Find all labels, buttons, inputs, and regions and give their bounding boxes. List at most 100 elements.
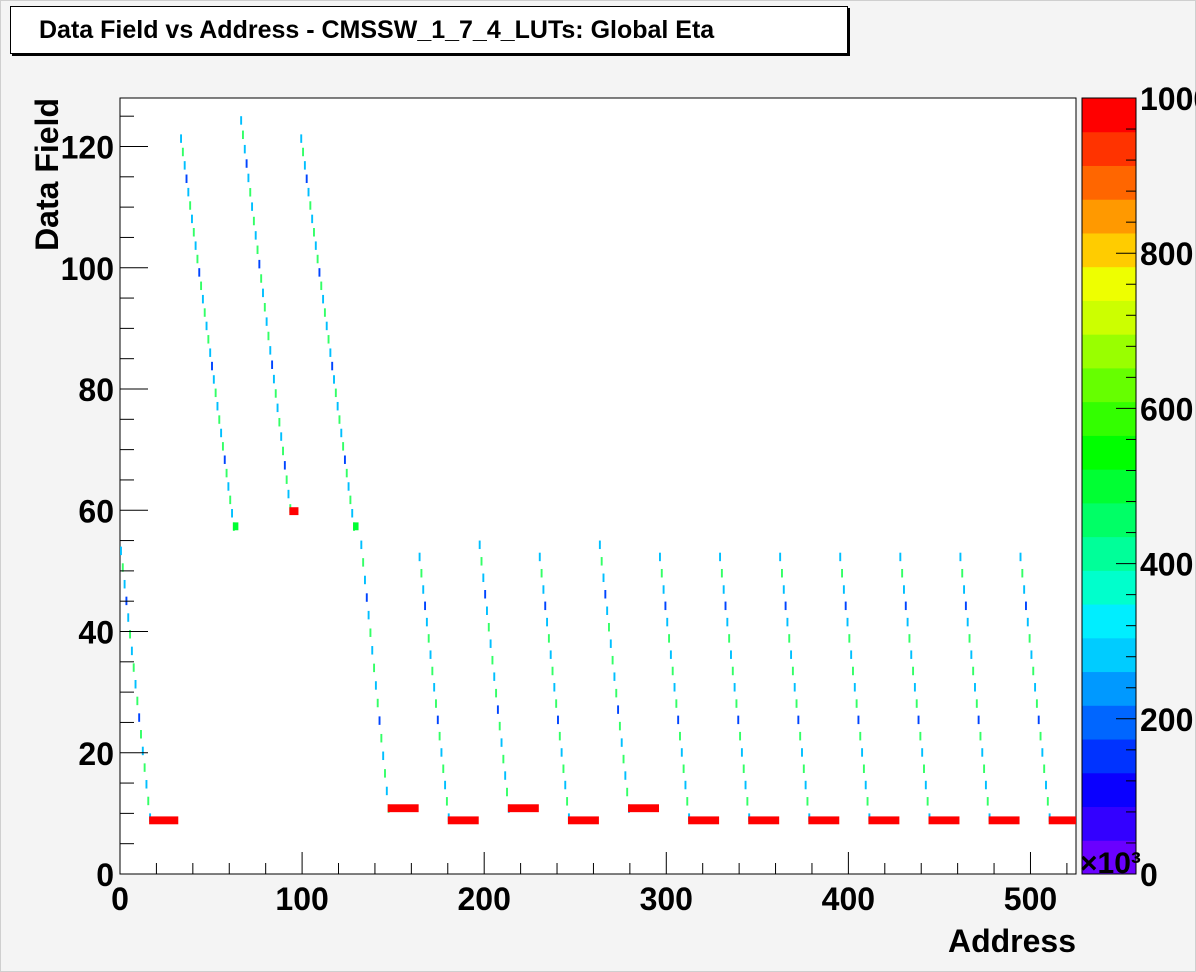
heatmap-cell: [305, 174, 308, 184]
heatmap-cell: [1034, 683, 1037, 692]
heatmap-cell: [862, 764, 865, 773]
heatmap-cell: [132, 663, 135, 672]
heatmap-cell: [679, 731, 681, 741]
heatmap-cell: [984, 780, 987, 790]
heatmap-cell: [309, 201, 312, 210]
heatmap-cell: [136, 696, 139, 706]
heatmap-cell: [542, 585, 545, 594]
heatmap-cell: [302, 147, 305, 157]
heatmap-cell: [209, 348, 212, 357]
heatmap-cell: [500, 738, 503, 747]
heatmap-cell: [804, 780, 807, 790]
heatmap-tail-cell: [567, 816, 599, 825]
heatmap-cell: [323, 308, 326, 317]
heatmap-cell: [609, 639, 612, 648]
heatmap-cell: [742, 764, 745, 773]
heatmap-cell: [256, 245, 259, 255]
color-palette: 0 200 400 600 800 1000: [1081, 81, 1196, 893]
heatmap-cell: [675, 699, 678, 708]
heatmap-cell: [549, 650, 552, 659]
heatmap-cell: [1023, 585, 1026, 594]
y-tick-label: 0: [96, 857, 114, 893]
heatmap-cell: [624, 771, 627, 780]
heatmap-cell: [283, 461, 286, 470]
palette-swatch: [1082, 671, 1136, 706]
heatmap-cell: [799, 731, 802, 741]
heatmap-cell: [1028, 634, 1031, 643]
heatmap-cell: [540, 568, 543, 578]
heatmap-cell: [180, 134, 183, 143]
heatmap-cell: [802, 764, 805, 773]
heatmap-cell: [801, 748, 803, 757]
heatmap-cell: [924, 780, 927, 790]
heatmap-cell: [276, 403, 279, 413]
heatmap-cell: [739, 731, 742, 741]
heatmap-cell: [611, 655, 614, 665]
heatmap-cell: [191, 214, 193, 224]
y-axis-label: Data Field: [29, 98, 65, 251]
heatmap-cell: [127, 613, 130, 622]
heatmap-cell: [345, 468, 348, 478]
heatmap-cell: [482, 573, 485, 583]
palette-swatch: [1082, 300, 1136, 335]
heatmap-cell: [1030, 650, 1033, 659]
heatmap-cell: [227, 482, 230, 491]
heatmap-cell: [842, 585, 845, 594]
heatmap-cell: [553, 683, 556, 692]
heatmap-cell: [440, 748, 443, 757]
heatmap-cell: [207, 335, 210, 344]
heatmap-cell: [364, 575, 366, 585]
heatmap-cell: [844, 601, 847, 611]
heatmap-cell: [251, 202, 254, 211]
heatmap-cell: [220, 428, 223, 438]
heatmap-cell: [602, 573, 605, 583]
heatmap-cell: [919, 731, 922, 741]
heatmap-cell: [362, 558, 365, 567]
heatmap-cell: [300, 134, 303, 143]
heatmap-cell: [664, 601, 667, 611]
heatmap-cell: [422, 585, 425, 594]
heatmap-cell: [608, 622, 610, 632]
heatmap-cell: [1039, 731, 1042, 741]
heatmap-cell: [486, 606, 488, 615]
heatmap-cell: [140, 730, 142, 739]
heatmap-cell: [857, 715, 860, 725]
palette-swatch: [1082, 604, 1136, 639]
heatmap-tail-cell: [988, 816, 1020, 825]
heatmap-cell: [192, 228, 195, 237]
heatmap-cell: [910, 650, 913, 659]
heatmap-cell: [498, 721, 501, 731]
palette-swatch: [1082, 401, 1136, 436]
heatmap-cell: [427, 634, 430, 643]
heatmap-cell: [340, 428, 343, 438]
heatmap-cell: [975, 699, 978, 708]
heatmap-cell: [1045, 780, 1047, 790]
heatmap-cell: [205, 321, 208, 331]
heatmap-cell: [282, 446, 284, 456]
heatmap-cell: [926, 797, 929, 806]
heatmap-cell: [793, 683, 796, 692]
chart-title: Data Field vs Address - CMSSW_1_7_4_LUTs…: [10, 6, 848, 54]
heatmap-cell: [211, 361, 213, 371]
heatmap-cell: [316, 254, 319, 264]
heatmap-cell: [329, 348, 332, 357]
heatmap-cell: [1046, 797, 1049, 806]
palette-swatch: [1082, 502, 1136, 538]
heatmap-cell: [285, 475, 288, 484]
heatmap-cell: [617, 705, 620, 714]
heatmap-cell: [445, 797, 448, 806]
heatmap-cell: [781, 568, 783, 578]
heatmap-cell: [347, 482, 350, 491]
heatmap-cell: [242, 130, 244, 140]
heatmap-tail-cell: [748, 816, 780, 825]
heatmap-cell: [369, 628, 372, 637]
heatmap-cell: [129, 629, 132, 639]
heatmap-cell: [376, 698, 379, 708]
heatmap-cell: [1026, 617, 1029, 627]
axes: 0 100 200 300 400 500 0 20 40 60 80 100 120: [61, 115, 1068, 917]
heatmap-cell: [618, 721, 621, 731]
heatmap-cell: [502, 754, 505, 764]
heatmap-tail-cell: [232, 522, 239, 531]
palette-swatch: [1082, 165, 1136, 200]
heatmap-cell: [746, 797, 749, 806]
